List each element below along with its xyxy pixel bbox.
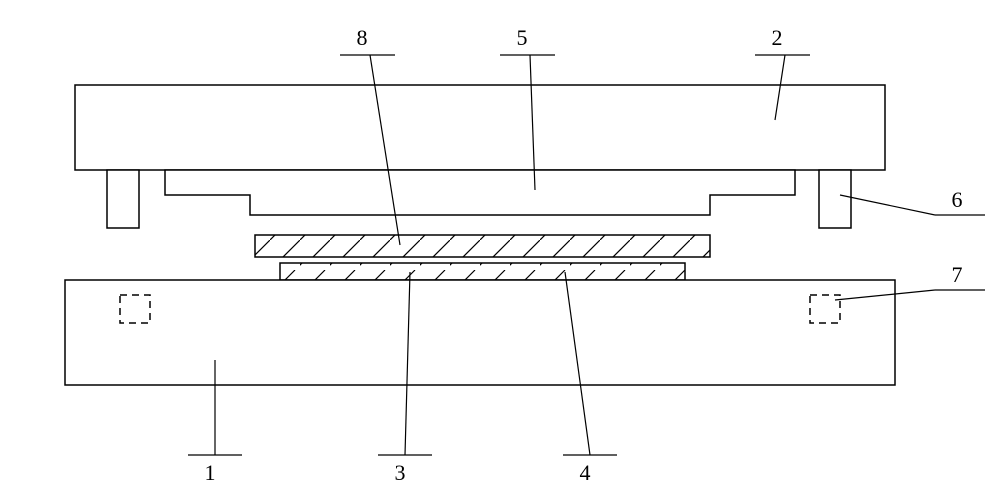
bottom-plate	[65, 280, 895, 385]
cross-section-diagram: 8 5 2 6 7 1 3 4	[0, 0, 1000, 500]
label-2: 2	[772, 25, 783, 50]
label-8: 8	[357, 25, 368, 50]
label-5: 5	[517, 25, 528, 50]
label-3: 3	[395, 460, 406, 485]
top-recess	[165, 170, 795, 215]
label-6: 6	[952, 187, 963, 212]
lower-hatched-layer	[280, 263, 685, 280]
upper-hatched-layer	[255, 235, 710, 257]
label-7: 7	[952, 262, 963, 287]
right-peg	[819, 170, 851, 228]
label-4: 4	[580, 460, 591, 485]
leader-6	[840, 195, 935, 215]
left-peg	[107, 170, 139, 228]
top-plate	[75, 85, 885, 170]
label-1: 1	[205, 460, 216, 485]
